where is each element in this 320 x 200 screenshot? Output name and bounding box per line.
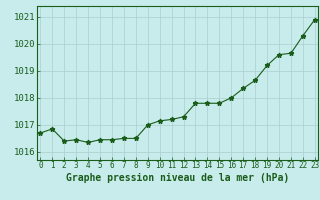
X-axis label: Graphe pression niveau de la mer (hPa): Graphe pression niveau de la mer (hPa) <box>66 173 289 183</box>
